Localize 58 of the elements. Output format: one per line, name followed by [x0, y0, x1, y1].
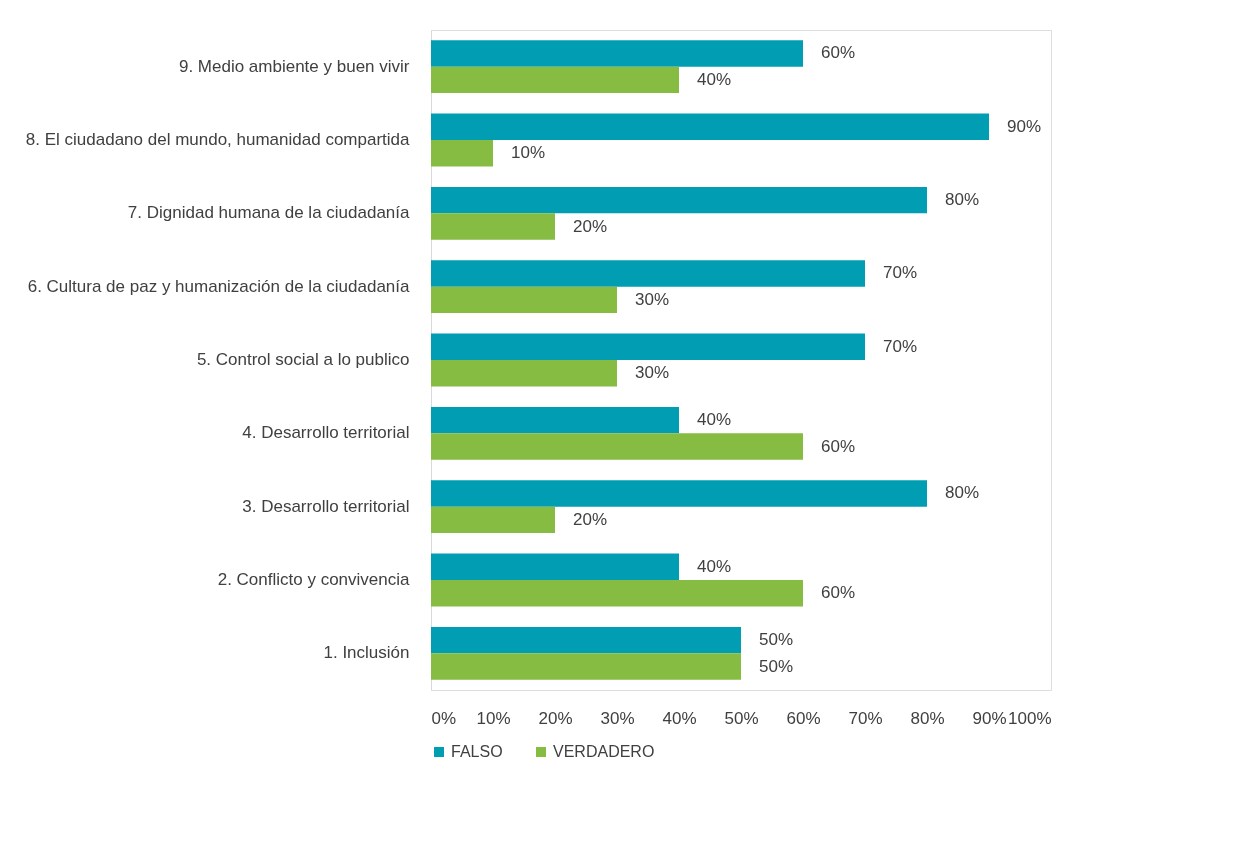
y-tick-label: 8. El ciudadano del mundo, humanidad compartida: [25, 130, 411, 149]
bar: [431, 260, 865, 287]
x-tick-label: 0%: [431, 708, 457, 728]
legend-label: FALSO: [451, 743, 503, 760]
data-label: 90%: [1007, 116, 1042, 136]
bar: [431, 433, 803, 460]
data-label: 20%: [573, 216, 608, 236]
bar: [431, 113, 989, 140]
data-label: 30%: [635, 289, 670, 309]
x-tick-label: 100%: [1008, 708, 1052, 728]
data-label: 70%: [883, 263, 918, 283]
bar: [431, 480, 927, 507]
data-label: 60%: [821, 43, 856, 63]
y-tick-label: 3. Desarrollo territorial: [242, 496, 410, 516]
bar: [431, 653, 741, 680]
bar: [431, 213, 555, 240]
x-tick-label: 40%: [662, 708, 697, 728]
x-tick-label: 90%: [972, 708, 1007, 728]
data-label: 40%: [697, 410, 732, 430]
data-label: 60%: [821, 436, 856, 456]
data-label: 60%: [821, 583, 856, 603]
bar: [431, 506, 555, 534]
bar: [431, 553, 679, 580]
data-label: 50%: [759, 630, 794, 650]
y-tick-label: 6. Cultura de paz y humanización de la ciudadanía: [27, 276, 411, 296]
y-tick-label: 1. Inclusión: [323, 643, 410, 663]
x-tick-label: 70%: [848, 708, 883, 728]
x-tick-label: 50%: [724, 708, 759, 728]
bar: [431, 286, 617, 314]
data-label: 40%: [697, 556, 732, 576]
bar: [431, 186, 927, 214]
y-tick-label: 5. Control social a lo publico: [196, 350, 410, 369]
data-label: 80%: [945, 483, 980, 503]
bar: [431, 360, 617, 387]
y-tick-label: 9. Medio ambiente y buen vivir: [178, 56, 410, 76]
bar: [431, 66, 679, 94]
data-label: 40%: [697, 69, 732, 89]
bar: [431, 580, 803, 607]
x-tick-label: 10%: [476, 708, 511, 728]
bar: [431, 140, 493, 167]
data-label: 70%: [883, 336, 918, 356]
data-label: 80%: [945, 190, 980, 210]
x-tick-label: 30%: [600, 708, 635, 728]
data-label: 50%: [759, 656, 794, 676]
y-tick-label: 2. Conflicto y convivencia: [217, 570, 411, 589]
bar: [431, 40, 803, 67]
y-tick-label: 7. Dignidad humana de la ciudadanía: [127, 203, 411, 223]
bar: [431, 406, 679, 434]
legend-label: VERDADERO: [553, 743, 655, 760]
x-tick-label: 20%: [538, 708, 573, 728]
x-tick-label: 80%: [910, 708, 945, 728]
data-label: 20%: [573, 509, 608, 529]
data-label: 10%: [511, 143, 546, 163]
x-tick-label: 60%: [786, 708, 821, 728]
y-tick-label: 4. Desarrollo territorial: [242, 423, 410, 443]
bar: [431, 626, 741, 654]
data-label: 30%: [635, 363, 670, 383]
bar: [431, 333, 865, 360]
